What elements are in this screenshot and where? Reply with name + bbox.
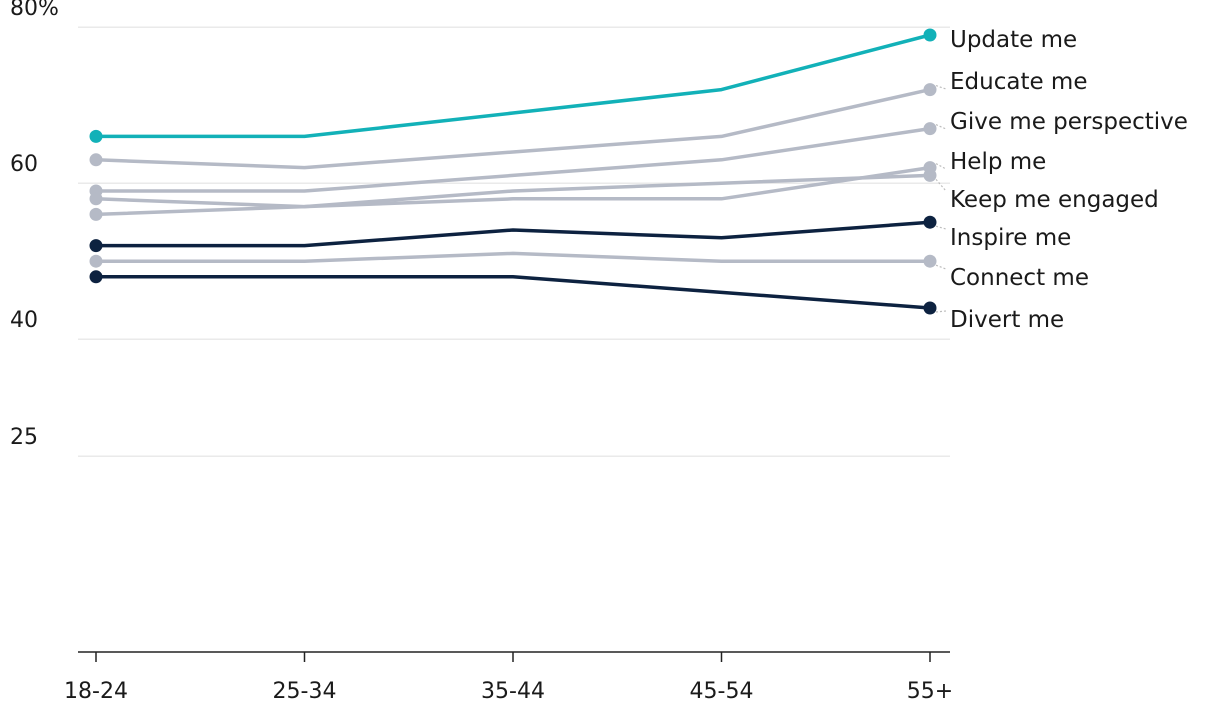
label-leader-line: [935, 85, 947, 90]
y-tick-label: 40: [10, 308, 38, 333]
x-tick-label: 55+: [907, 679, 953, 704]
series-end-point: [923, 215, 937, 229]
series-end-point: [923, 122, 937, 136]
x-axis: 18-24 25-34 35-44 45-54 55+: [64, 651, 953, 704]
series-help-me: [89, 161, 937, 209]
label-leader-line: [935, 179, 947, 192]
label-leader-line: [935, 225, 947, 230]
series-line: [94, 165, 932, 209]
series-start-point: [89, 192, 103, 206]
series-label: Help me: [950, 149, 1046, 175]
label-leader-line: [935, 310, 947, 313]
series-lines: [89, 28, 937, 315]
x-tick-label: 35-44: [481, 679, 545, 704]
series-end-point: [923, 28, 937, 42]
series-line: [94, 87, 932, 170]
series-connect-me: [89, 251, 937, 268]
label-leader-line: [935, 163, 947, 170]
x-tick-label: 45-54: [690, 679, 754, 704]
series-inspire-me: [89, 215, 937, 253]
series-line: [94, 173, 932, 217]
series-label: Keep me engaged: [950, 187, 1159, 213]
series-start-point: [89, 254, 103, 268]
series-label: Inspire me: [950, 225, 1071, 251]
y-tick-label: 80%: [10, 0, 59, 21]
series-line: [94, 220, 932, 248]
series-start-point: [89, 129, 103, 143]
series-label: Connect me: [950, 265, 1089, 291]
gridlines: 80% 60 40 25: [10, 0, 950, 457]
series-end-point: [923, 301, 937, 315]
series-educate-me: [89, 83, 937, 170]
series-label: Educate me: [950, 69, 1087, 95]
series-start-point: [89, 207, 103, 221]
series-label: Update me: [950, 27, 1077, 53]
series-start-point: [89, 270, 103, 284]
series-line: [94, 251, 932, 263]
y-tick-label: 60: [10, 152, 38, 177]
y-tick-label: 25: [10, 425, 38, 450]
series-start-point: [89, 239, 103, 253]
series-line: [94, 275, 932, 310]
series-end-point: [923, 254, 937, 268]
label-leader-line: [935, 264, 947, 270]
series-line: [94, 33, 932, 139]
series-start-point: [89, 153, 103, 167]
series-end-point: [923, 168, 937, 182]
series-keep-me-engaged: [89, 168, 937, 221]
series-label: Give me perspective: [950, 109, 1188, 135]
series-line: [94, 126, 932, 193]
x-tick-label: 18-24: [64, 679, 128, 704]
series-label: Divert me: [950, 307, 1064, 333]
x-tick-label: 25-34: [273, 679, 337, 704]
series-update-me: [89, 28, 937, 143]
series-labels: Update me Educate me Give me perspective He…: [935, 27, 1188, 333]
series-end-point: [923, 83, 937, 97]
series-divert-me: [89, 270, 937, 315]
label-leader-line: [935, 124, 947, 130]
